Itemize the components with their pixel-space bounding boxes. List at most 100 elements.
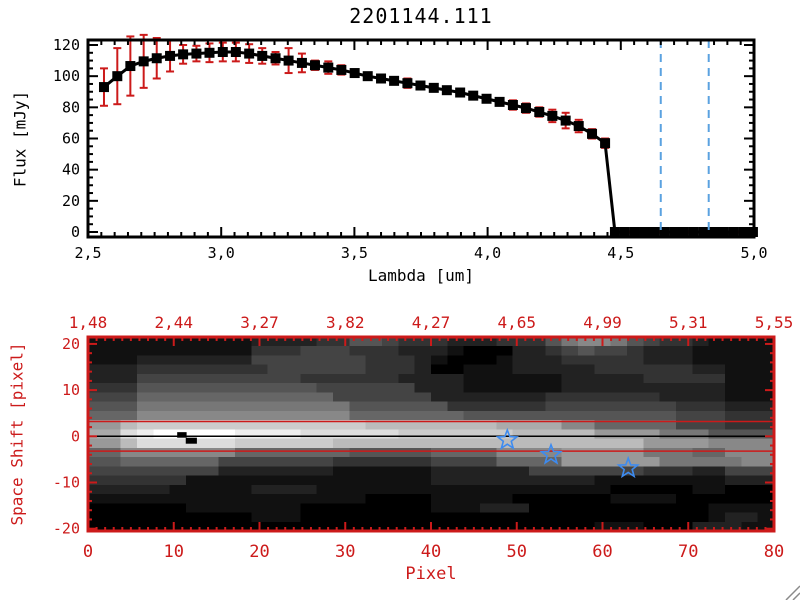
zero-tail-marker: [678, 227, 689, 237]
zero-tail-marker: [698, 227, 709, 237]
spectrum-line: [103, 50, 753, 234]
flux-tick-label: 60: [62, 130, 80, 148]
lambda-axis-label: Lambda [um]: [368, 266, 474, 285]
star-marker: [495, 427, 519, 450]
data-point-marker: [441, 85, 452, 96]
lambda-tick-label: 3,0: [208, 244, 235, 262]
zero-tail-marker: [688, 227, 699, 237]
flux-tick-label: 40: [62, 161, 80, 179]
plot-title: 2201144.111: [349, 4, 493, 28]
data-point-marker: [481, 93, 492, 104]
top-panel-ticks: [87, 40, 755, 237]
wavelength-top-tick-label: 2,44: [154, 313, 193, 332]
data-point-marker: [283, 55, 294, 66]
star-marker: [616, 455, 640, 479]
wavelength-top-tick-label: 5,55: [755, 313, 794, 332]
data-point-marker: [468, 90, 479, 101]
pixel-tick-label: 10: [164, 542, 184, 562]
data-point-marker: [587, 128, 598, 139]
saturated-pixel: [185, 437, 197, 444]
data-point-marker: [296, 57, 307, 68]
wavelength-top-tick-label: 4,27: [412, 313, 451, 332]
pixel-tick-label: 70: [678, 542, 698, 562]
data-point-marker: [98, 82, 109, 93]
zero-tail-marker: [659, 227, 670, 237]
data-point-marker: [270, 53, 281, 64]
data-point-marker: [217, 47, 228, 58]
lambda-tick-label: 5,0: [740, 244, 767, 262]
lambda-tick-label: 4,5: [607, 244, 634, 262]
pixel-tick-label: 60: [592, 542, 612, 562]
zero-tail-marker: [718, 227, 729, 237]
zero-tail-marker: [619, 227, 630, 237]
data-point-marker: [323, 62, 334, 73]
data-point-marker: [573, 121, 584, 132]
data-point-marker: [244, 48, 255, 59]
wavelength-top-tick-label: 3,82: [326, 313, 365, 332]
saturated-pixel: [177, 432, 187, 438]
pixel-tick-label: 80: [764, 542, 784, 562]
lambda-tick-label: 2,5: [74, 244, 101, 262]
bottom-panel-axes-box: [86, 335, 776, 533]
flux-tick-label: 20: [62, 192, 80, 210]
data-point-marker: [257, 50, 268, 61]
zero-tail-marker: [728, 227, 739, 237]
data-point-marker: [560, 115, 571, 126]
bottom-panel-ticks: [87, 337, 775, 531]
wavelength-top-tick-label: 4,65: [497, 313, 536, 332]
zero-tail-marker: [649, 227, 660, 237]
lambda-tick-label: 3,5: [341, 244, 368, 262]
space-shift-tick-label: -10: [53, 474, 80, 492]
pixel-tick-label: 30: [335, 542, 355, 562]
space-shift-tick-label: 20: [62, 335, 80, 353]
data-point-marker: [204, 47, 215, 58]
data-point-marker: [165, 50, 176, 61]
space-shift-tick-label: -20: [53, 520, 80, 538]
data-point-marker: [520, 103, 531, 114]
resize-grip-icon[interactable]: [785, 585, 800, 600]
pixel-tick-label: 20: [249, 542, 269, 562]
pixel-tick-label: 50: [507, 542, 527, 562]
data-point-marker: [534, 107, 545, 118]
wavelength-top-tick-label: 3,27: [240, 313, 279, 332]
space-shift-tick-label: 10: [62, 381, 80, 399]
flux-tick-label: 120: [53, 36, 80, 54]
top-spectrum-panel: 0 20 40 60 80 100 120 2,5 3,0 3,5 4,0 4,5 5,0: [53, 33, 768, 262]
data-point-marker: [428, 82, 439, 93]
data-point-marker: [191, 48, 202, 59]
wavelength-top-tick-label: 1,48: [69, 313, 108, 332]
data-point-marker: [336, 64, 347, 75]
lambda-tick-label: 4,0: [474, 244, 501, 262]
data-point-marker: [138, 56, 149, 67]
data-point-marker: [402, 78, 413, 89]
zero-tail-marker: [639, 227, 650, 237]
data-point-marker: [230, 47, 241, 58]
data-point-marker: [349, 68, 360, 79]
pixel-axis-label: Pixel: [405, 564, 457, 584]
data-point-marker: [112, 71, 123, 82]
data-point-marker: [507, 99, 518, 110]
flux-tick-label: 100: [53, 67, 80, 85]
data-point-marker: [389, 75, 400, 86]
wavelength-top-tick-label: 5,31: [669, 313, 708, 332]
data-point-marker: [362, 71, 373, 82]
data-point-marker: [455, 87, 466, 98]
spectral-image-canvas: [88, 337, 774, 531]
data-point-marker: [309, 60, 320, 71]
space-shift-axis-label: Space Shift [pixel]: [7, 342, 27, 526]
space-shift-tick-label: 0: [71, 427, 80, 445]
flux-tick-label: 0: [71, 223, 80, 241]
flux-tick-label: 80: [62, 98, 80, 116]
zero-tail-marker: [609, 227, 620, 237]
data-point-marker: [547, 110, 558, 121]
data-point-marker: [600, 138, 611, 149]
data-point-marker: [415, 80, 426, 91]
data-point-marker: [151, 53, 162, 64]
data-point-marker: [494, 96, 505, 107]
pixel-tick-label: 0: [83, 542, 93, 562]
pixel-tick-label: 40: [421, 542, 441, 562]
flux-axis-label: Flux [mJy]: [10, 90, 30, 188]
data-point-marker: [376, 73, 387, 84]
